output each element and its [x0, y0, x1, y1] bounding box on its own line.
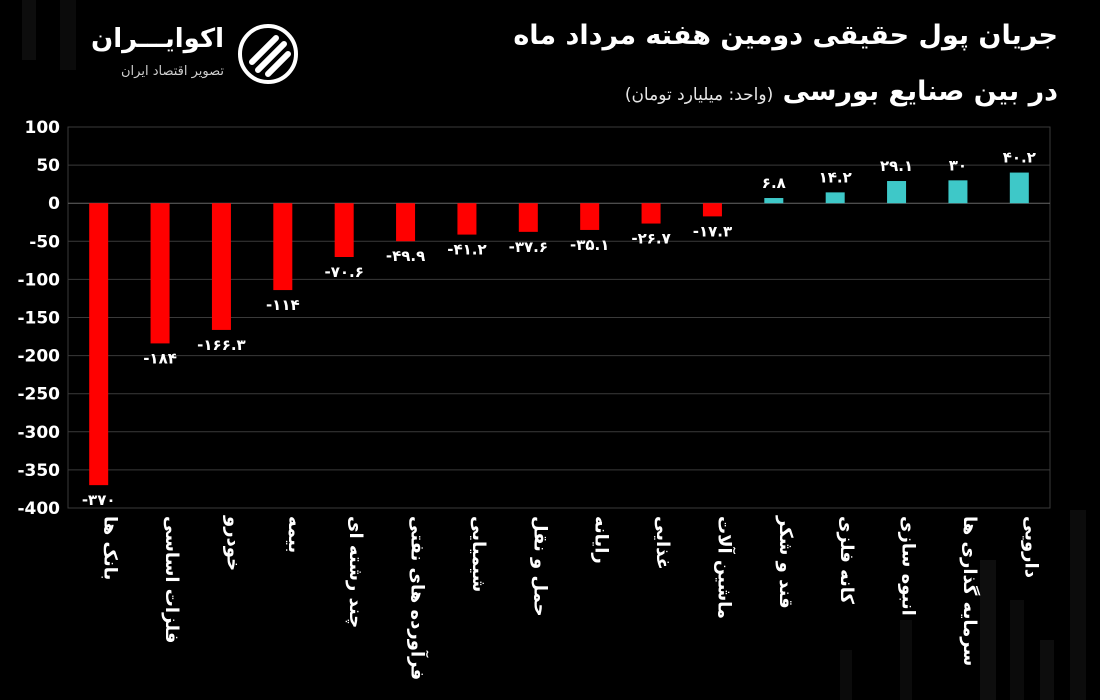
x-tick-label: دارویی	[1020, 516, 1041, 578]
y-tick-label: -50	[29, 232, 60, 252]
title-line-2: در بین صنایع بورسی (واحد: میلیارد تومان)	[418, 74, 1058, 113]
bar	[334, 203, 354, 257]
y-tick-label: -150	[17, 309, 60, 329]
bar	[1009, 172, 1029, 204]
bar	[518, 203, 538, 232]
logo-tagline: تصویر اقتصاد ایران	[121, 64, 224, 79]
bar	[457, 203, 477, 235]
title-line-1: جریان پول حقیقی دومین هفته مرداد ماه	[513, 20, 1058, 51]
bar	[887, 181, 907, 204]
x-tick-label: فرآورده های نفتی	[407, 516, 430, 680]
logo-mark-icon	[238, 24, 298, 84]
data-label: -۴۱.۲	[447, 241, 486, 259]
x-tick-label: خودرو	[222, 515, 243, 571]
bar	[825, 192, 845, 204]
x-tick-label: انبوه سازی	[898, 516, 919, 616]
x-tick-label: چند رشته ای	[345, 516, 366, 628]
bar	[764, 198, 784, 204]
x-tick-label: شیمیایی	[468, 516, 489, 592]
title-line-2-text: در بین صنایع بورسی	[782, 76, 1058, 107]
logo-name: اکوایـــران	[91, 24, 224, 54]
data-label: -۱۶۶.۳	[197, 336, 246, 354]
y-tick-label: 50	[36, 156, 60, 176]
y-tick-label: -100	[17, 270, 60, 290]
data-label: -۱۸۴	[143, 349, 177, 367]
x-tick-label: بیمه	[284, 516, 305, 553]
brand-logo: اکوایـــران تصویر اقتصاد ایران	[40, 20, 300, 90]
bar	[580, 203, 600, 230]
data-label: -۳۷۰	[82, 491, 116, 509]
y-tick-label: 0	[48, 194, 60, 214]
bar	[273, 203, 293, 291]
x-tick-label: بانک ها	[100, 516, 121, 580]
x-tick-label: ماشین آلات	[713, 516, 736, 619]
bar	[702, 203, 722, 217]
x-tick-label: رایانه	[591, 516, 612, 564]
y-tick-label: -400	[17, 499, 60, 519]
data-label: -۱۱۴	[266, 296, 300, 314]
bar	[948, 180, 968, 204]
data-label: -۷۰.۶	[324, 263, 363, 281]
data-label: -۳۷.۶	[509, 238, 548, 256]
y-tick-label: -200	[17, 347, 60, 367]
data-label: ۳۰	[949, 156, 967, 174]
bar	[641, 203, 661, 224]
data-label: -۲۶.۷	[631, 230, 670, 248]
data-label: ۲۹.۱	[880, 157, 913, 175]
data-label: -۴۹.۹	[386, 247, 425, 265]
x-tick-label: غذایی	[652, 516, 673, 570]
y-tick-label: -350	[17, 461, 60, 481]
data-label: -۱۷.۳	[693, 222, 732, 240]
y-tick-label: -250	[17, 385, 60, 405]
y-tick-label: -300	[17, 423, 60, 443]
x-tick-label: قند و شکر	[775, 515, 796, 609]
x-tick-label: فلزات اساسی	[161, 516, 182, 643]
data-label: ۴۰.۲	[1003, 149, 1036, 167]
y-tick-label: 100	[25, 118, 61, 138]
bar	[211, 203, 231, 330]
data-label: ۱۴.۲	[819, 168, 852, 186]
bar	[150, 203, 170, 344]
unit-note: (واحد: میلیارد تومان)	[624, 85, 774, 105]
chart-title: جریان پول حقیقی دومین هفته مرداد ماه در …	[418, 18, 1058, 113]
x-tick-label: سرمایه گذاری ها	[959, 516, 981, 666]
bar	[89, 203, 109, 486]
data-label: ۶.۸	[762, 174, 786, 192]
data-label: -۳۵.۱	[570, 236, 609, 254]
x-tick-label: حمل و نقل	[529, 516, 550, 617]
x-tick-label: کانه فلزی	[836, 516, 857, 605]
bar	[396, 203, 416, 242]
